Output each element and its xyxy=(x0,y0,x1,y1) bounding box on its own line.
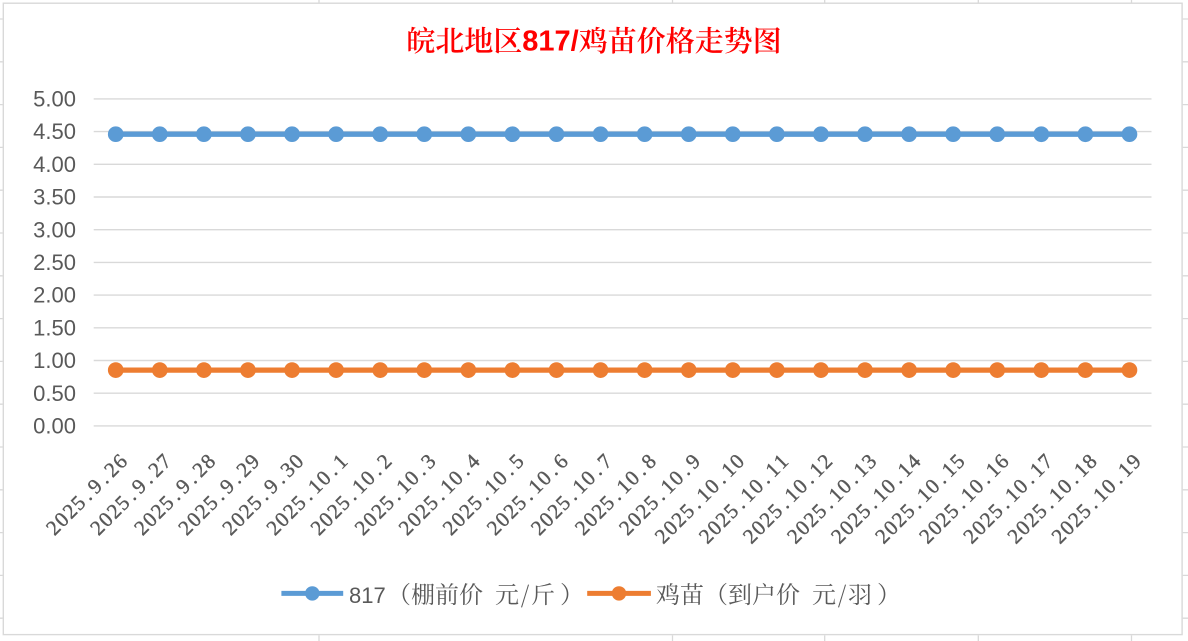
svg-text:3.00: 3.00 xyxy=(33,217,76,242)
svg-text:0.50: 0.50 xyxy=(33,381,76,406)
svg-text:1.00: 1.00 xyxy=(33,348,76,373)
svg-text:2.50: 2.50 xyxy=(33,250,76,275)
svg-text:2.00: 2.00 xyxy=(33,283,76,308)
svg-text:0.00: 0.00 xyxy=(33,414,76,439)
svg-text:4.00: 4.00 xyxy=(33,152,76,177)
svg-text:817/: 817/ xyxy=(522,25,578,57)
svg-text:5.00: 5.00 xyxy=(33,87,76,112)
svg-text:817: 817 xyxy=(349,583,386,608)
svg-text:4.50: 4.50 xyxy=(33,119,76,144)
svg-text:1.50: 1.50 xyxy=(33,315,76,340)
svg-text:3.50: 3.50 xyxy=(33,185,76,210)
